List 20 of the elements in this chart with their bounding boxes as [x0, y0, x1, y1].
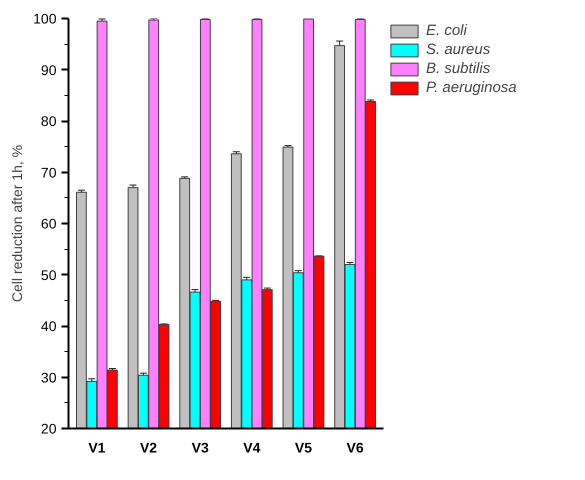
y-tick-label: 100 [33, 10, 57, 26]
y-tick-label: 90 [40, 62, 57, 78]
y-tick-label: 30 [40, 369, 57, 386]
legend-label: P. aeruginosa [426, 79, 517, 96]
legend-label: S. aureus [426, 41, 490, 58]
x-tick-label: V5 [294, 440, 312, 456]
y-tick-label: 50 [40, 266, 57, 283]
x-tick-label: V3 [192, 440, 209, 456]
y-tick-label: 80 [40, 113, 57, 129]
y-tick-label: 60 [40, 216, 57, 232]
x-tick-label: V6 [346, 440, 364, 456]
y-tick-label: 40 [40, 318, 57, 334]
legend-label: E. coli [426, 22, 467, 39]
y-tick-label: 70 [40, 164, 57, 180]
x-tick-label: V2 [140, 440, 158, 456]
y-tick-label: 20 [40, 420, 57, 436]
legend-label: B. subtilis [426, 60, 490, 77]
y-axis-title: Cell reduction after 1h, % [9, 144, 26, 302]
x-tick-label: V4 [243, 440, 261, 456]
x-tick-label: V1 [88, 440, 106, 456]
